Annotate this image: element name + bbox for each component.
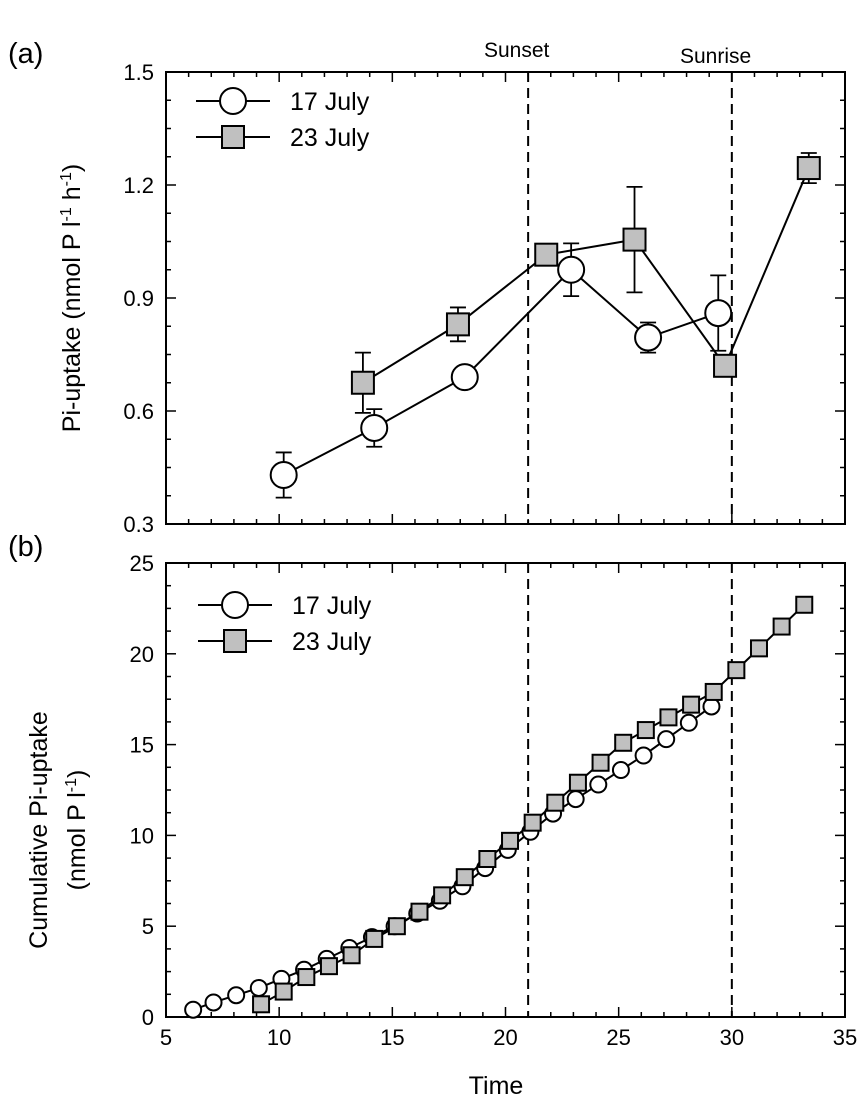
panel-b-series: [184, 595, 814, 1019]
data-point-23-july: [455, 868, 474, 887]
panel-a-series: [269, 152, 821, 499]
data-point-23-july: [319, 957, 338, 976]
data-point-23-july: [568, 773, 587, 792]
data-point-23-july: [636, 721, 655, 740]
legend-b-17july-label: 17 July: [292, 592, 372, 620]
data-point-23-july: [365, 929, 384, 948]
panel-b-label: (b): [8, 531, 43, 563]
legend-a-23july-marker: [221, 125, 245, 149]
panel-b-ytick-label: 0: [142, 1005, 154, 1030]
legend-a-17july-marker: [219, 87, 247, 115]
panel-b-ytick-label: 10: [130, 823, 154, 848]
series-line-a-23-july: [362, 167, 810, 384]
panel-b-ytick-label: 20: [130, 642, 154, 667]
data-point-23-july: [795, 595, 814, 614]
data-point-23-july: [410, 902, 429, 921]
x-tick-label: 30: [720, 1025, 744, 1050]
panel-a-ytick-label: 0.9: [123, 286, 154, 311]
panel-b-frame: [165, 562, 846, 1018]
sunset-annotation: Sunset: [484, 39, 550, 62]
data-point-17-july: [589, 775, 608, 794]
legend-b-23july-marker: [223, 629, 247, 653]
panel-a-label: (a): [8, 38, 43, 70]
panel-a-ylabel: Pi-uptake (nmol P l-1 h-1): [58, 164, 86, 432]
data-point-23-july: [591, 753, 610, 772]
panel-a-ytick-label: 1.2: [123, 173, 154, 198]
data-point-17-july: [679, 713, 698, 732]
x-tick-label: 25: [606, 1025, 630, 1050]
data-point-23-july: [682, 695, 701, 714]
panel-a-ytick-label: 0.3: [123, 512, 154, 537]
panel-b-legend: 17 July 23 July: [198, 591, 372, 656]
data-point-17-july: [227, 986, 246, 1005]
data-point-23-july: [704, 682, 723, 701]
data-point-23-july: [342, 946, 361, 965]
data-point-23-july: [727, 661, 746, 680]
data-point-23-july: [614, 733, 633, 752]
data-point-23-july: [252, 995, 271, 1014]
data-point-17-july: [657, 730, 676, 749]
panel-b-ytick-label: 25: [130, 551, 154, 576]
data-point-23-july: [749, 639, 768, 658]
x-tick-label: 5: [160, 1025, 172, 1050]
panel-a-legend: 17 July 23 July: [196, 87, 370, 152]
x-tick-label: 10: [267, 1025, 291, 1050]
data-point-17-july: [557, 255, 586, 284]
data-point-23-july: [387, 917, 406, 936]
panel-a-reference-lines: [527, 72, 733, 524]
data-point-23-july: [546, 793, 565, 812]
sunrise-annotation: Sunrise: [680, 45, 751, 68]
panel-b-ytick-label: 5: [142, 914, 154, 939]
data-point-17-july: [249, 978, 268, 997]
legend-a-17july-label: 17 July: [290, 88, 370, 116]
data-point-23-july: [523, 813, 542, 832]
legend-b-17july-marker: [221, 591, 249, 619]
data-point-23-july: [445, 312, 470, 337]
data-point-17-july: [360, 413, 389, 442]
data-point-17-july: [204, 993, 223, 1012]
panel-a: (a) Sunset Sunrise 0.3 0.6 0.9 1.2 1.5 17 Ju…: [8, 38, 846, 537]
legend-b-23july-label: 23 July: [292, 628, 372, 656]
data-point-17-july: [634, 323, 663, 352]
data-point-23-july: [622, 227, 647, 252]
data-point-23-july: [350, 370, 375, 395]
x-axis-label: Time: [469, 1072, 524, 1100]
data-point-17-july: [611, 761, 630, 780]
data-point-17-july: [634, 746, 653, 765]
series-line-b-17-july: [192, 705, 713, 1011]
data-point-23-july: [534, 242, 559, 267]
data-point-17-july: [566, 790, 585, 809]
data-point-23-july: [433, 886, 452, 905]
panel-a-frame: [165, 71, 846, 525]
data-point-23-july: [772, 617, 791, 636]
data-point-23-july: [713, 353, 738, 378]
data-point-23-july: [796, 156, 821, 181]
data-point-23-july: [478, 850, 497, 869]
data-point-23-july: [659, 708, 678, 727]
x-tick-label: 20: [493, 1025, 517, 1050]
panel-b-ylabel-line2: (nmol P l-1): [63, 770, 91, 891]
data-point-23-july: [274, 982, 293, 1001]
data-point-17-july: [450, 363, 479, 392]
x-tick-label: 15: [380, 1025, 404, 1050]
series-line-a-17-july: [283, 268, 719, 476]
panel-a-ytick-label: 1.5: [123, 60, 154, 85]
data-point-17-july: [269, 461, 298, 490]
panel-b-ylabel-line1: Cumulative Pi-uptake: [25, 711, 53, 949]
data-point-23-july: [297, 968, 316, 987]
panel-b-reference-lines: [527, 563, 733, 1017]
x-tick-label: 35: [833, 1025, 857, 1050]
legend-a-23july-label: 23 July: [290, 124, 370, 152]
data-point-23-july: [501, 831, 520, 850]
data-point-17-july: [184, 1000, 203, 1019]
data-point-17-july: [704, 299, 733, 328]
panel-b-ytick-label: 15: [130, 733, 154, 758]
panel-a-axes: 0.3 0.6 0.9 1.2 1.5: [123, 60, 846, 537]
panel-a-ytick-label: 0.6: [123, 399, 154, 424]
